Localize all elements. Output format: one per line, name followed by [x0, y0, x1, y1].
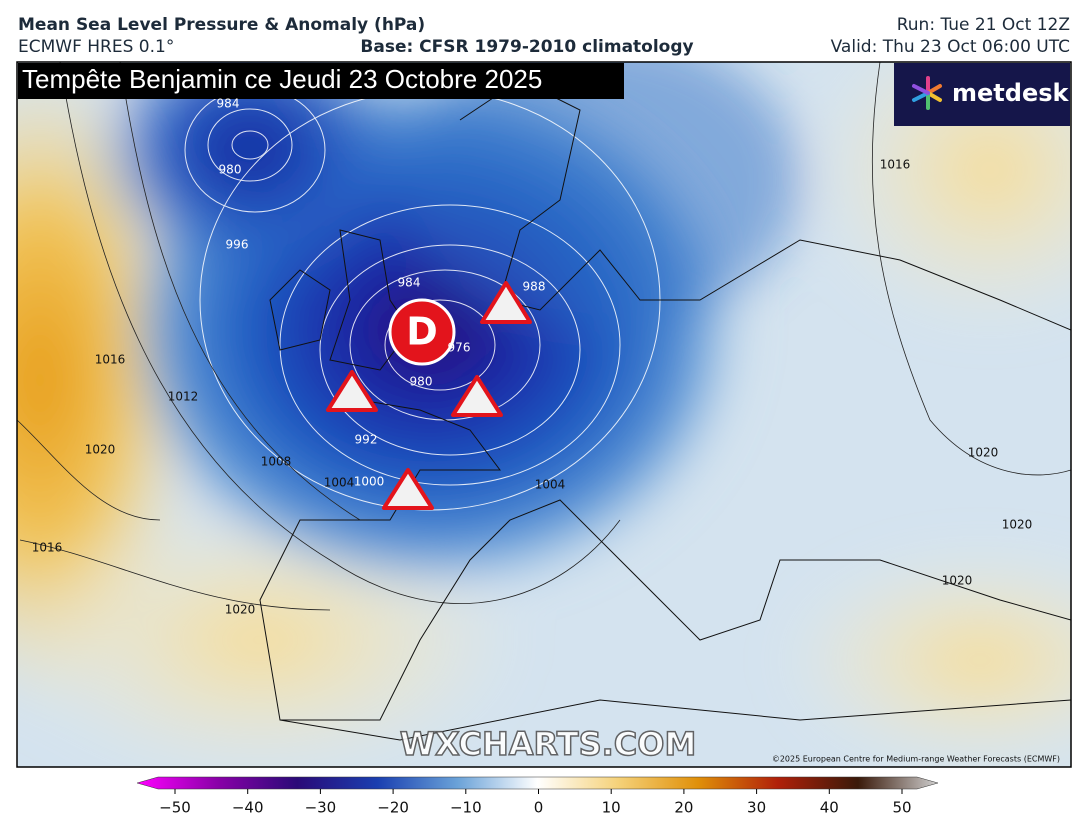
isobar-label: 1012 [168, 390, 199, 404]
map-frame [16, 61, 1072, 768]
map-title-box [18, 63, 624, 99]
isobar-label: 1020 [942, 574, 973, 588]
isobar-label: 1020 [225, 603, 256, 617]
colorbar-tick-label: 40 [820, 799, 839, 817]
isobar-label: 984 [398, 276, 421, 290]
colorbar-tick-label: −40 [232, 799, 264, 817]
colorbar-tick-label: −20 [377, 799, 409, 817]
colorbar-tick-label: −30 [305, 799, 337, 817]
isobar-label: 1020 [85, 443, 116, 457]
isobar-label: 1000 [354, 475, 385, 489]
colorbar-tick-label: 30 [747, 799, 766, 817]
colorbar-tick-label: 20 [674, 799, 693, 817]
isobar-label: 988 [523, 280, 546, 294]
isobar-label: 1016 [95, 353, 126, 367]
colorbar-tick-label: −10 [450, 799, 482, 817]
low-marker [388, 298, 456, 366]
low-marker-label: D [406, 310, 438, 354]
logo-text: metdesk [952, 79, 1070, 107]
isobar-label: 980 [410, 375, 433, 389]
isobar-label: 1016 [880, 158, 911, 172]
isobar-label: 1004 [324, 476, 355, 490]
map-title: Tempête Benjamin ce Jeudi 23 Octobre 202… [22, 64, 542, 94]
wind-warnings [326, 281, 532, 510]
isobar-label: 1008 [261, 455, 292, 469]
isobar-label: 992 [355, 433, 378, 447]
chart-title: Mean Sea Level Pressure & Anomaly (hPa) [18, 15, 425, 35]
isobar-label: 1020 [968, 446, 999, 460]
coastlines [259, 79, 1071, 741]
isobar-label: 1016 [32, 541, 63, 555]
isobar-label: 980 [219, 163, 242, 177]
colorbar-tick-label: 50 [892, 799, 911, 817]
isobar-label: 1004 [535, 478, 566, 492]
valid-label: Valid: Thu 23 Oct 06:00 UTC [831, 37, 1070, 57]
isobar-label: 984 [217, 97, 240, 111]
run-label: Run: Tue 21 Oct 12Z [897, 15, 1070, 35]
isobar-label: 996 [226, 238, 249, 252]
copyright: ©2025 European Centre for Medium-range W… [772, 755, 1060, 764]
isobars-high [17, 62, 1071, 611]
isobar-label: 976 [448, 341, 471, 355]
watermark: WXCHARTS.COM [400, 725, 697, 763]
logo-icon [912, 76, 942, 110]
base-label: Base: CFSR 1979-2010 climatology [360, 37, 693, 57]
isobar-label: 1020 [1002, 518, 1033, 532]
colorbar-tick-label: 0 [534, 799, 544, 817]
colorbar [136, 776, 939, 790]
model-label: ECMWF HRES 0.1° [18, 37, 174, 57]
colorbar-tick-label: −50 [159, 799, 191, 817]
colorbar-tick-label: 10 [602, 799, 621, 817]
